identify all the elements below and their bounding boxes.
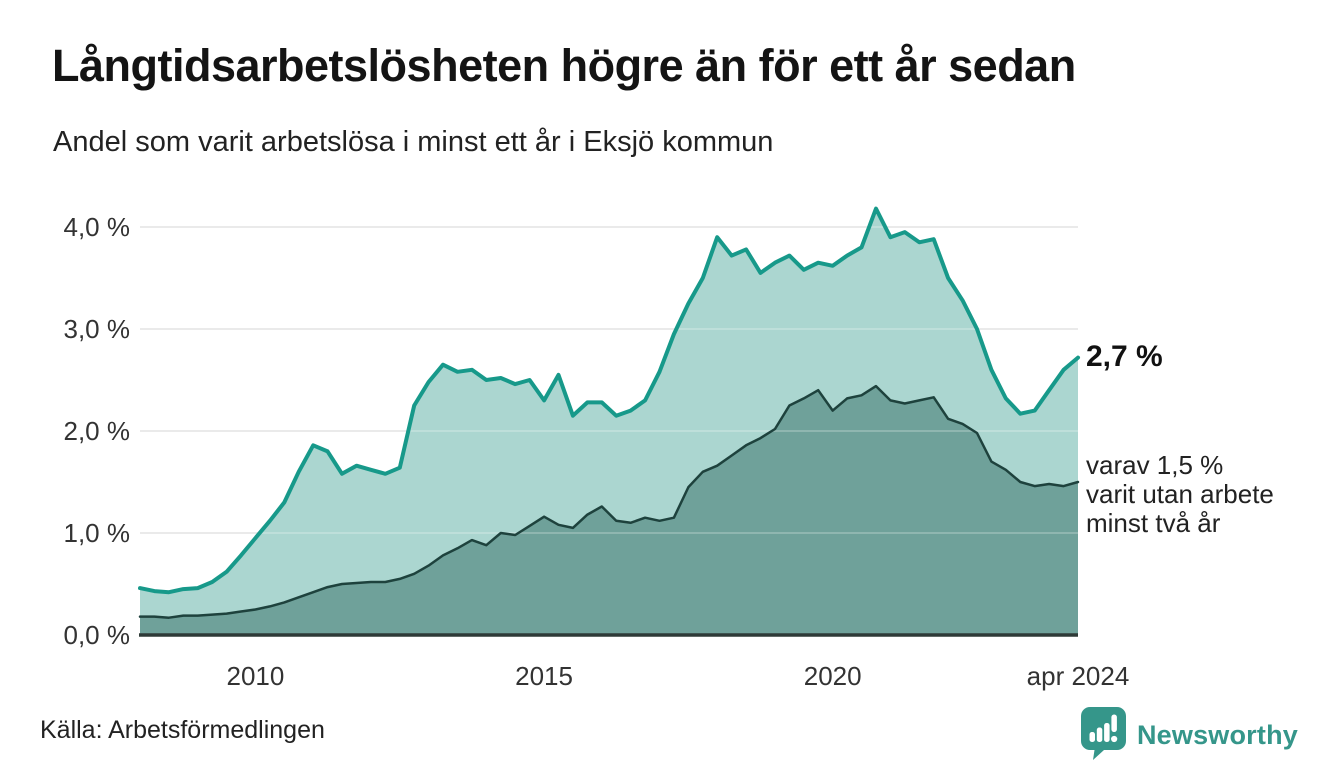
y-axis-label: 4,0 % (63, 212, 131, 242)
subseries-annotation-line: varav 1,5 % (1086, 450, 1224, 480)
y-axis-label: 1,0 % (63, 518, 131, 548)
area-fill-subseries (140, 386, 1078, 635)
y-axis-label: 2,0 % (63, 416, 131, 446)
x-axis-label: 2020 (803, 661, 862, 691)
line-total (138, 206, 1080, 595)
subseries-annotation-line: minst två år (1086, 508, 1221, 538)
latest-value-label: 2,7 % (1086, 340, 1163, 373)
x-axis-label: apr 2024 (1026, 661, 1130, 691)
x-axis-label: 2010 (226, 661, 285, 691)
newsworthy-logo: Newsworthy (1080, 706, 1298, 765)
x-axis-label: 2015 (515, 661, 573, 691)
y-axis-label: 3,0 % (63, 314, 131, 344)
newsworthy-bubble-chart-icon (1080, 706, 1127, 765)
subseries-annotation: varav 1,5 % varit utan arbete minst två … (1086, 451, 1274, 538)
line-subseries (138, 384, 1080, 619)
subseries-annotation-line: varit utan arbete (1086, 479, 1274, 509)
newsworthy-logo-text: Newsworthy (1136, 720, 1298, 750)
chart-subtitle: Andel som varit arbetslösa i minst ett å… (53, 126, 774, 158)
y-axis-label: 0,0 % (63, 620, 131, 650)
source-attribution: Källa: Arbetsförmedlingen (40, 716, 325, 744)
page-title: Långtidsarbetslösheten högre än för ett … (52, 40, 1076, 91)
